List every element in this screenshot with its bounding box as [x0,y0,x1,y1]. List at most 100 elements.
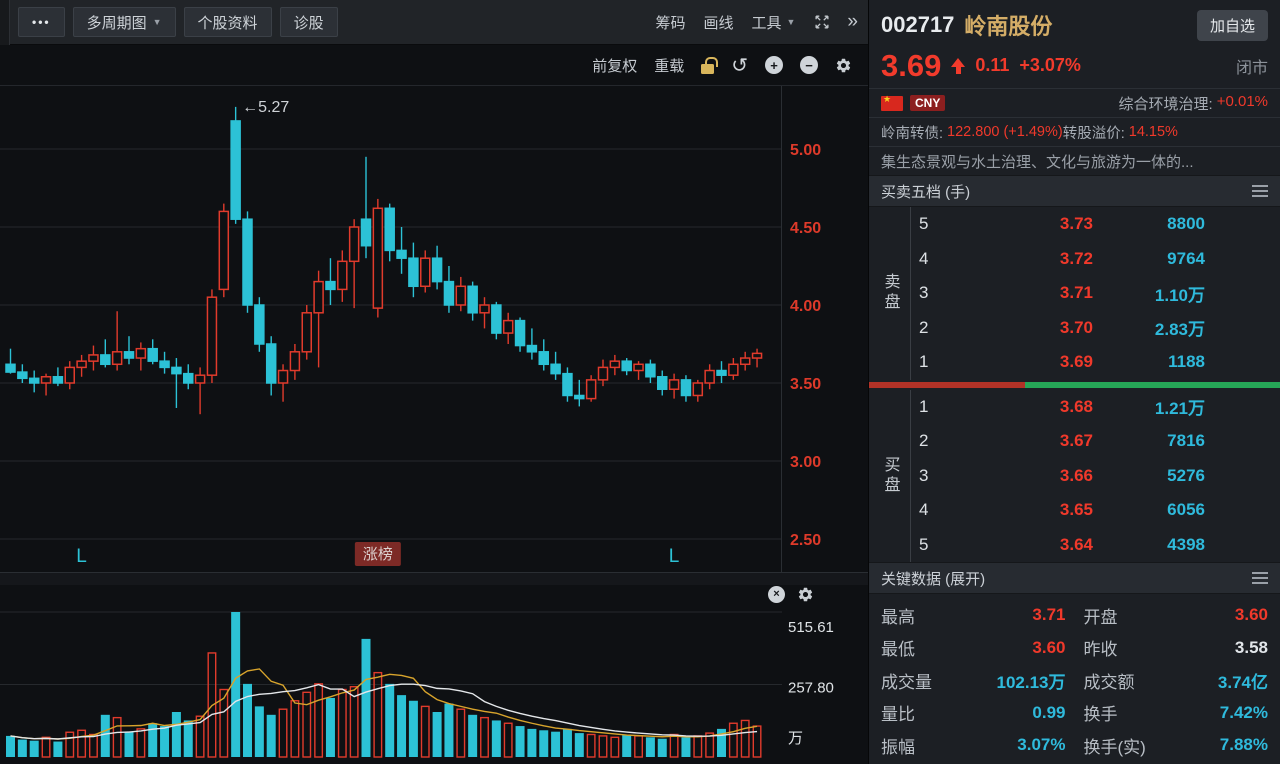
volume-bar [622,734,632,757]
adjust-mode-button[interactable]: 前复权 [592,55,637,76]
stock-profile-button[interactable]: 个股资料 [183,7,272,37]
candle-body [40,376,52,384]
premium-label: 转股溢价: [1062,125,1125,142]
volume-bar [195,715,205,758]
volume-bar [314,683,324,758]
volume-bar [645,737,655,757]
volume-bar [254,706,264,757]
cn-flag-icon [881,95,903,111]
sell-side-block: 卖盘 5 3.73 8800 4 3.72 9764 3 3.71 1.10万 2 3.70 2.83… [869,207,1280,380]
chart-settings-gear-icon[interactable] [835,57,852,74]
overflow-chevrons-icon[interactable]: » [847,11,858,32]
order-book-header[interactable]: 买卖五档 (手) [869,175,1280,207]
volume-bar [6,735,15,757]
volume-bar [29,740,39,757]
volume-bar [385,683,395,757]
chips-button[interactable]: 筹码 [655,12,685,33]
reload-button[interactable]: 重载 [654,55,684,76]
order-book-level: 1 [919,396,929,416]
multi-period-label: 多周期图 [86,14,147,32]
order-book-price: 3.71 [1059,283,1093,303]
more-menu-button[interactable]: ••• [18,7,65,37]
candle-body [420,257,431,288]
price-axis-label: 3.50 [790,376,821,393]
multi-period-button[interactable]: 多周期图 ▼ [72,7,176,37]
volume-bar [752,725,762,758]
candle-body [597,366,609,381]
more-icon: ••• [32,15,51,29]
diagnose-button[interactable]: 诊股 [279,7,338,37]
order-book-level: 5 [919,214,929,234]
buy-rows: 1 3.68 1.21万 2 3.67 7816 3 3.66 5276 4 3.65 6056 5 3.… [911,390,1280,563]
event-marker: L [669,546,680,567]
order-book-buy-row[interactable]: 2 3.67 7816 [911,424,1280,459]
stock-name: 岭南股份 [964,14,1053,39]
zoom-out-icon[interactable]: − [800,56,818,74]
order-book-sell-row[interactable]: 2 3.70 2.83万 [911,311,1280,346]
candle-body [313,280,324,314]
key-data-value: 0.99 [1032,702,1066,722]
tools-button[interactable]: 工具 ▼ [751,12,795,33]
sector-row: CNY 综合环境治理: +0.01% [869,88,1280,117]
order-book-sell-row[interactable]: 5 3.73 8800 [911,207,1280,242]
order-book-sell-row[interactable]: 4 3.72 9764 [911,242,1280,277]
volume-bar [207,652,217,758]
volume-bar [480,716,489,758]
bond-row[interactable]: 岭南转债: 122.800 (+1.49%) 转股溢价: 14.15% [869,117,1280,146]
volume-bar [420,705,430,758]
order-book-buy-row[interactable]: 4 3.65 6056 [911,493,1280,528]
candle-body [704,369,715,384]
price-chart[interactable]: 5.00 4.50 4.00 3.50 3.00 2.50 ←5.27 L 涨榜 L [0,86,868,573]
menu-icon[interactable] [1252,572,1268,584]
sell-ratio-segment [869,381,1026,388]
stock-header: 002717 岭南股份 加自选 3.69 0.11 +3.07% 闭市 [869,0,1280,88]
chart-subtoolbar: 前复权 重载 ↺ + − [0,45,868,85]
add-watchlist-button[interactable]: 加自选 [1196,9,1268,41]
company-description-row[interactable]: 集生态景观与水土治理、文化与旅游为一体的... [869,146,1280,175]
order-book-price: 3.69 [1059,352,1093,372]
key-data-header[interactable]: 关键数据 (展开) [869,562,1280,594]
candle-body [171,366,182,375]
key-data-item: 成交量 102.13万 [881,665,1066,695]
undo-icon[interactable]: ↺ [731,53,748,77]
candle-body [443,280,455,306]
volume-bar [681,737,691,757]
price-pane: 5.00 4.50 4.00 3.50 3.00 2.50 ←5.27 L 涨榜 L [0,85,868,573]
volume-bar [574,733,584,757]
volume-chart[interactable]: 515.61 257.80 万 [0,585,868,764]
candle-body [609,360,621,369]
candle-body [337,260,348,291]
order-book-price: 3.64 [1059,534,1093,554]
volume-bar [290,700,300,758]
candle-body [396,249,407,259]
draw-line-button[interactable]: 画线 [703,12,733,33]
fullscreen-icon[interactable] [813,13,831,31]
candle-body [206,296,218,376]
order-book-sell-row[interactable]: 1 3.69 1188 [911,345,1280,380]
unlock-icon[interactable] [701,56,719,74]
price-axis-label: 5.00 [790,142,821,159]
order-book-buy-row[interactable]: 1 3.68 1.21万 [911,390,1280,425]
order-book-buy-row[interactable]: 3 3.66 5276 [911,459,1280,494]
volume-bar [17,739,27,757]
order-book-volume: 1.21万 [1154,399,1205,419]
draw-line-label: 画线 [703,14,734,32]
volume-bar [669,733,679,758]
order-book-buy-row[interactable]: 5 3.64 4398 [911,528,1280,563]
volume-pane: × 515.61 257.80 万 [0,585,868,764]
menu-icon[interactable] [1252,185,1268,197]
candle-body [123,351,135,359]
volume-bar [302,691,312,758]
volume-bar [562,728,572,757]
candle-body [431,257,443,283]
candle-body [728,363,739,376]
key-data-value: 3.07% [1017,735,1066,754]
candle-body [514,319,526,347]
volume-bar [551,731,561,757]
market-status: 闭市 [1235,59,1268,77]
key-data-value: 3.74亿 [1217,672,1268,692]
zoom-in-icon[interactable]: + [765,56,783,74]
close-indicator-icon[interactable]: × [768,586,785,603]
order-book-sell-row[interactable]: 3 3.71 1.10万 [911,276,1280,311]
